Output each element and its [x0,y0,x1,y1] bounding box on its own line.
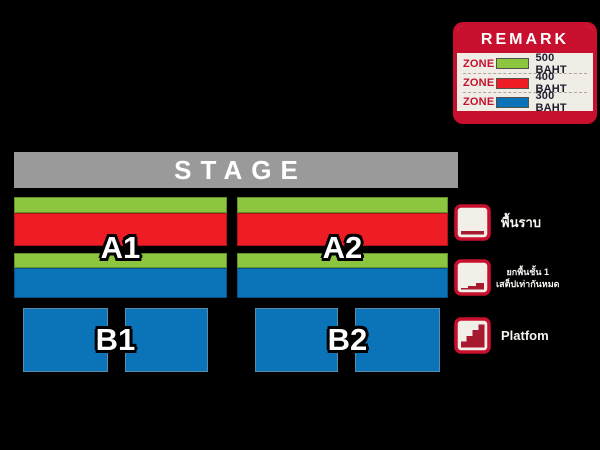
remark-row-400: ZONE 400 BAHT [463,71,587,95]
zone-b1[interactable]: B1 [23,308,208,372]
zone-a2-green-stripe-bottom [237,253,448,268]
stage-label: STAGE [174,154,307,185]
zone-a2[interactable]: A2 [237,197,448,298]
raised-floor-label-line2: เสต็ปเท่ากันหมด [496,278,560,289]
zone-a1[interactable]: A1 [14,197,227,298]
zone-color-swatch-red [495,77,530,89]
zone-b2-block-left [255,308,338,372]
zone-a1-green-stripe-bottom [14,253,227,268]
remark-row-500: ZONE 500 BAHT [463,51,587,76]
zone-a2-green-stripe-top [237,197,448,213]
zone-color-swatch-blue [495,96,530,108]
raised-floor-icon [454,259,491,296]
zone-word: ZONE [463,77,495,89]
zone-b2-block-right [355,308,440,372]
remark-legend: REMARK ZONE 500 BAHT ZONE 400 BAHT ZONE … [453,22,597,124]
flat-floor-icon [454,204,491,241]
zone-a2-red-stripe [237,213,448,246]
zone-a1-green-stripe-top [14,197,227,213]
stage-banner: STAGE [14,152,458,188]
zone-b1-block-right [125,308,208,372]
platform-icon [454,317,491,354]
zone-a1-red-stripe [14,213,227,246]
zone-a1-blue-stripe [14,268,227,298]
zone-b2[interactable]: B2 [255,308,440,372]
remark-row-300: ZONE 300 BAHT [463,90,587,114]
remark-title: REMARK [457,26,593,53]
zone-price: 500 BAHT [535,51,567,76]
platform-label: Platfom [501,328,549,343]
zone-a2-blue-stripe [237,268,448,298]
zone-price: 300 BAHT [535,90,567,114]
legend-flat-floor: พื้นราบ [454,204,541,241]
raised-floor-label-line1: ยกพื้นชั้น 1 [506,266,550,277]
flat-floor-label: พื้นราบ [501,215,541,230]
zone-word: ZONE [463,96,495,108]
zone-b1-block-left [23,308,108,372]
zone-price: 400 BAHT [535,71,567,95]
raised-floor-label: ยกพื้นชั้น 1 เสต็ปเท่ากันหมด [496,266,560,290]
zone-word: ZONE [463,57,495,70]
zone-color-swatch-green [495,58,530,69]
remark-body: ZONE 500 BAHT ZONE 400 BAHT ZONE 300 BAH… [457,51,593,114]
legend-raised-floor: ยกพื้นชั้น 1 เสต็ปเท่ากันหมด [454,259,560,296]
legend-platform: Platfom [454,317,549,354]
